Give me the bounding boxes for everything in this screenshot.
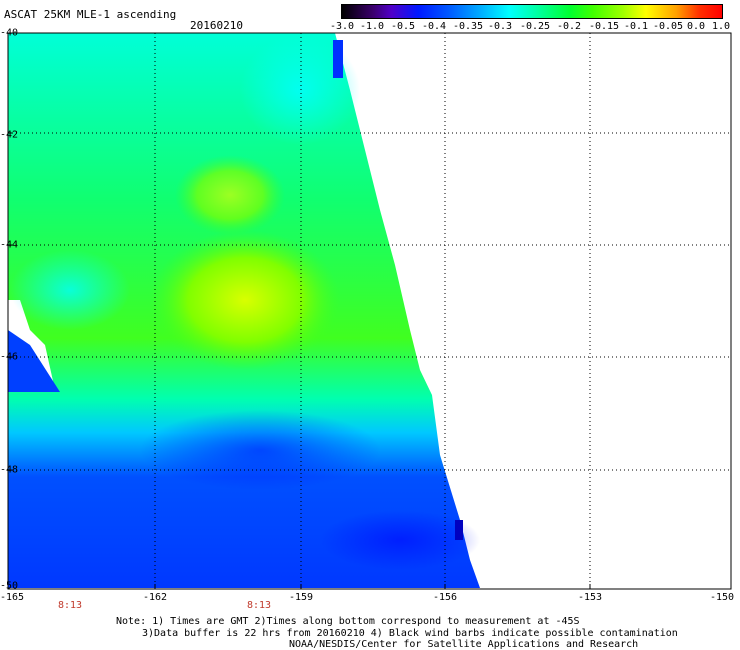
- colorbar-tick: -0.35: [452, 21, 484, 32]
- colorbar-tick: -0.05: [652, 21, 684, 32]
- lat-label: -44: [0, 239, 19, 251]
- colorbar-tick: -1.0: [359, 21, 385, 32]
- colorbar-ticks: -3.0 -1.0 -0.5 -0.4 -0.35 -0.3 -0.25 -0.…: [330, 21, 730, 35]
- lon-label: -165: [0, 592, 25, 603]
- lon-label: -150: [709, 592, 735, 603]
- colorbar-tick: -0.25: [519, 21, 551, 32]
- lat-label: -40: [0, 27, 19, 39]
- lon-label: -159: [288, 592, 314, 603]
- colorbar-tick: -3.0: [329, 21, 355, 32]
- colorbar-tick: -0.4: [421, 21, 447, 32]
- colorbar-tick: -0.15: [588, 21, 620, 32]
- lon-label: -162: [142, 592, 168, 603]
- lon-label: -153: [577, 592, 603, 603]
- lon-label: -156: [432, 592, 458, 603]
- note-line-3: NOAA/NESDIS/Center for Satellite Applica…: [289, 639, 639, 650]
- colorbar-tick: -0.3: [487, 21, 513, 32]
- note-line-2: 3)Data buffer is 22 hrs from 20160210 4)…: [142, 628, 678, 639]
- map-frame: [7, 32, 732, 590]
- swath: [8, 33, 480, 588]
- map-title: ASCAT 25KM MLE-1 ascending: [4, 8, 177, 21]
- map-date: 20160210: [190, 19, 243, 32]
- measurement-time: 8:13: [57, 600, 83, 611]
- colorbar-tick: 0.0: [686, 21, 706, 32]
- lat-label: -46: [0, 351, 19, 363]
- axis-ticks: [8, 32, 591, 590]
- graticule: [8, 33, 731, 589]
- colorbar-tick: 1.0: [711, 21, 731, 32]
- lat-label: -42: [0, 129, 19, 141]
- colorbar: [341, 4, 723, 19]
- colorbar-tick: -0.2: [556, 21, 582, 32]
- measurement-time: 8:13: [246, 600, 272, 611]
- colorbar-tick: -0.1: [623, 21, 649, 32]
- wind-field-map: [7, 32, 732, 590]
- colorbar-tick: -0.5: [390, 21, 416, 32]
- lat-label: -50: [0, 580, 19, 592]
- lat-label: -48: [0, 464, 19, 476]
- note-line-1: Note: 1) Times are GMT 2)Times along bot…: [116, 616, 580, 627]
